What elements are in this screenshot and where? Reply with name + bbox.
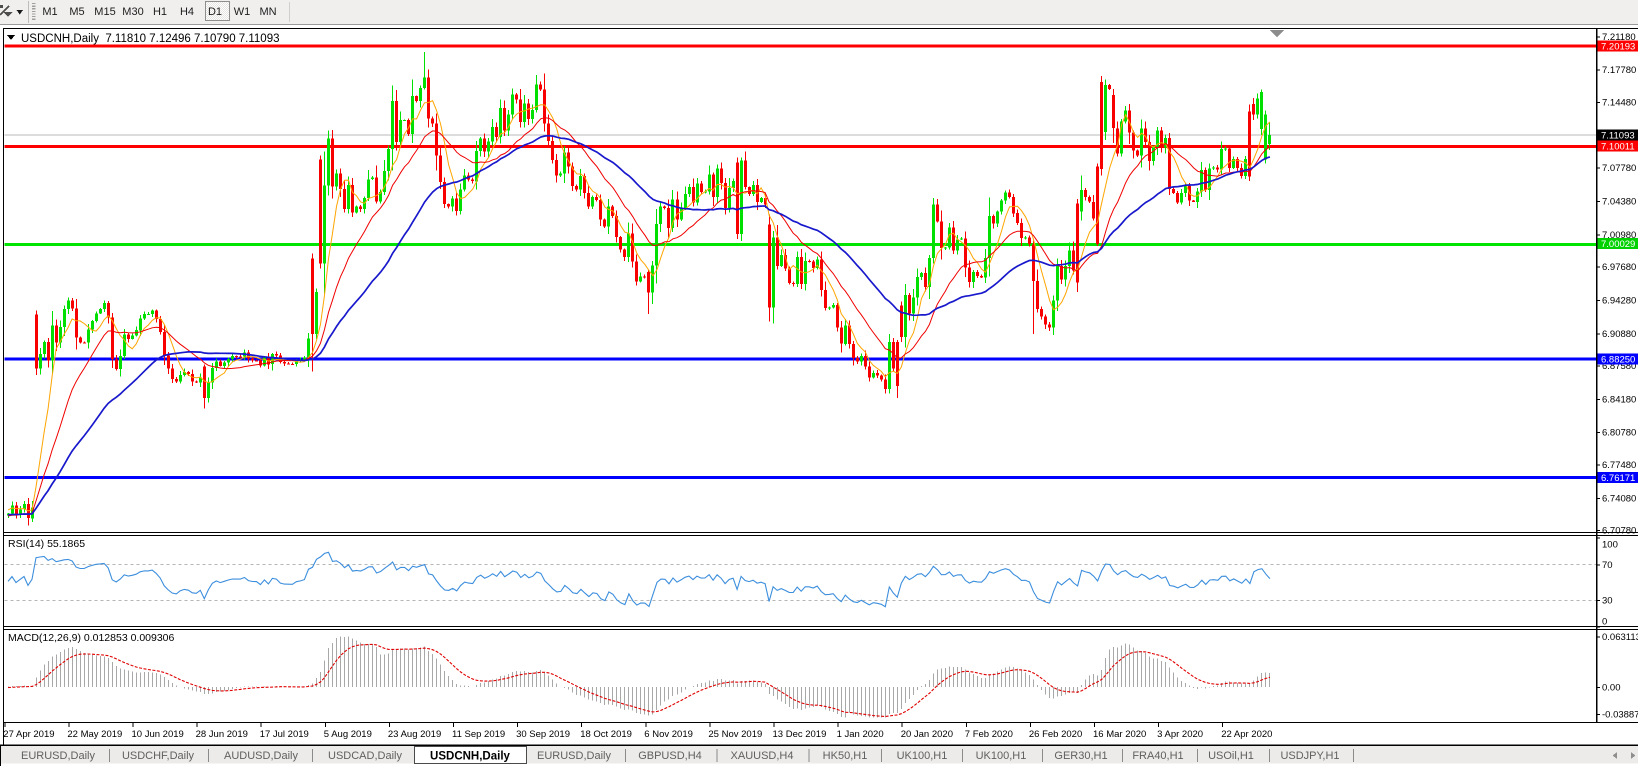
svg-text:EURUSD,Daily: EURUSD,Daily [21, 750, 95, 762]
svg-text:6.84180: 6.84180 [1602, 394, 1636, 405]
svg-text:7.20193: 7.20193 [1601, 42, 1635, 53]
svg-text:GER30,H1: GER30,H1 [1054, 750, 1107, 762]
svg-text:27 Apr 2019: 27 Apr 2019 [3, 729, 54, 740]
svg-text:0.00: 0.00 [1602, 683, 1621, 694]
svg-text:22 Apr 2020: 22 Apr 2020 [1221, 729, 1272, 740]
svg-text:MN: MN [259, 6, 276, 18]
svg-text:0: 0 [1602, 617, 1607, 628]
svg-text:MACD(12,26,9) 0.012853 0.00930: MACD(12,26,9) 0.012853 0.009306 [8, 632, 175, 644]
svg-text:26 Feb 2020: 26 Feb 2020 [1029, 729, 1082, 740]
svg-text:AUDUSD,Daily: AUDUSD,Daily [224, 750, 298, 762]
svg-text:6.87580: 6.87580 [1602, 361, 1636, 372]
svg-text:RSI(14) 55.1865: RSI(14) 55.1865 [8, 538, 85, 550]
svg-text:7.14480: 7.14480 [1602, 98, 1636, 109]
svg-text:USDCNH,Daily: USDCNH,Daily [430, 751, 510, 763]
svg-text:18 Oct 2019: 18 Oct 2019 [580, 729, 632, 740]
svg-text:XAUUSD,H4: XAUUSD,H4 [731, 750, 794, 762]
svg-text:7.21180: 7.21180 [1602, 32, 1636, 43]
svg-text:25 Nov 2019: 25 Nov 2019 [708, 729, 762, 740]
svg-text:30: 30 [1602, 596, 1613, 607]
svg-text:UK100,H1: UK100,H1 [897, 750, 948, 762]
svg-text:11 Sep 2019: 11 Sep 2019 [452, 729, 505, 740]
svg-text:7.00029: 7.00029 [1601, 239, 1635, 250]
svg-text:7.10011: 7.10011 [1601, 141, 1635, 152]
svg-text:6.90880: 6.90880 [1602, 329, 1636, 340]
svg-text:USDCNH,Daily 7.11810 7.12496: USDCNH,Daily 7.11810 7.12496 7.10790 7.1… [21, 33, 280, 45]
svg-text:6.80780: 6.80780 [1602, 428, 1636, 439]
svg-text:6.94280: 6.94280 [1602, 295, 1636, 306]
svg-text:100: 100 [1602, 540, 1618, 551]
svg-text:M1: M1 [42, 6, 57, 18]
svg-text:3 Apr 2020: 3 Apr 2020 [1157, 729, 1203, 740]
svg-text:13 Dec 2019: 13 Dec 2019 [773, 729, 827, 740]
svg-text:H1: H1 [153, 6, 167, 18]
svg-text:H4: H4 [180, 6, 194, 18]
svg-text:6.97680: 6.97680 [1602, 262, 1636, 273]
svg-text:17 Jul 2019: 17 Jul 2019 [260, 729, 309, 740]
svg-text:7.17780: 7.17780 [1602, 65, 1636, 76]
svg-text:7 Feb 2020: 7 Feb 2020 [965, 729, 1013, 740]
svg-text:USDJPY,H1: USDJPY,H1 [1280, 750, 1339, 762]
svg-text:6 Nov 2019: 6 Nov 2019 [644, 729, 693, 740]
svg-text:20 Jan 2020: 20 Jan 2020 [901, 729, 953, 740]
svg-text:M5: M5 [69, 6, 84, 18]
svg-text:-0.038877: -0.038877 [1602, 710, 1638, 721]
svg-text:GBPUSD,H4: GBPUSD,H4 [638, 750, 702, 762]
svg-text:10 Jun 2019: 10 Jun 2019 [132, 729, 184, 740]
svg-text:7.04380: 7.04380 [1602, 197, 1636, 208]
svg-text:HK50,H1: HK50,H1 [823, 750, 868, 762]
svg-text:UK100,H1: UK100,H1 [976, 750, 1027, 762]
svg-text:7.11093: 7.11093 [1601, 131, 1635, 142]
svg-text:6.76171: 6.76171 [1601, 473, 1635, 484]
svg-text:1 Jan 2020: 1 Jan 2020 [837, 729, 884, 740]
svg-text:23 Aug 2019: 23 Aug 2019 [388, 729, 441, 740]
svg-text:USOil,H1: USOil,H1 [1208, 750, 1254, 762]
svg-text:16 Mar 2020: 16 Mar 2020 [1093, 729, 1146, 740]
svg-text:30 Sep 2019: 30 Sep 2019 [516, 729, 570, 740]
svg-text:M15: M15 [94, 6, 115, 18]
svg-text:0.063113: 0.063113 [1602, 632, 1638, 643]
svg-text:6.70780: 6.70780 [1602, 526, 1636, 537]
svg-text:W1: W1 [234, 6, 251, 18]
svg-text:7.00980: 7.00980 [1602, 230, 1636, 241]
svg-text:5 Aug 2019: 5 Aug 2019 [324, 729, 372, 740]
svg-text:28 Jun 2019: 28 Jun 2019 [196, 729, 248, 740]
svg-text:D1: D1 [208, 6, 222, 18]
svg-text:6.74080: 6.74080 [1602, 493, 1636, 504]
svg-text:USDCHF,Daily: USDCHF,Daily [122, 750, 195, 762]
svg-text:FRA40,H1: FRA40,H1 [1132, 750, 1183, 762]
svg-text:USDCAD,Daily: USDCAD,Daily [328, 750, 402, 762]
svg-text:6.77480: 6.77480 [1602, 460, 1636, 471]
svg-text:6.88250: 6.88250 [1601, 355, 1635, 366]
svg-text:EURUSD,Daily: EURUSD,Daily [537, 750, 611, 762]
svg-text:M30: M30 [122, 6, 143, 18]
svg-text:7.07780: 7.07780 [1602, 163, 1636, 174]
svg-text:70: 70 [1602, 560, 1613, 571]
svg-text:22 May 2019: 22 May 2019 [67, 729, 122, 740]
